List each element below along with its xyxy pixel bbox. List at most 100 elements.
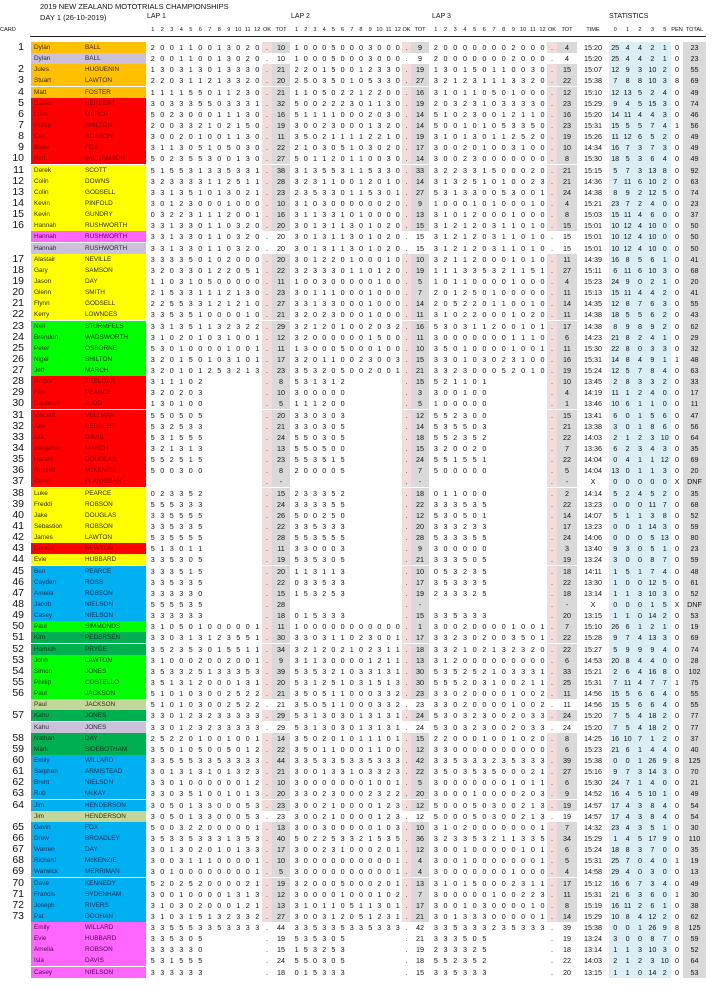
table-row[interactable]: 54 Simon JONES 3 5 3 3 2 5 1 3 3 3 5 3. 39 5 3 5 3 2 1 0 3 3 1 3 1.… [0, 665, 725, 677]
table-row[interactable]: 36 Russell McKENZIE 5 0 0 3 0 0. 8 2 0 0 0 0 5. 7 5 0 0 0 0 0.… [0, 465, 725, 477]
table-row[interactable]: 31 Vincent VELTMAN 5 5 0 5 0 5. 20 3 3 0 3 0 3. 12 5 5 2 3 0 0… [0, 409, 725, 421]
table-row[interactable]: Casey NIELSON 3 3 3 3 3 3. 18 0 1 5 3 3 3. 15 3 3 5 3 3 3. 20 1… [0, 966, 725, 978]
table-row[interactable]: 27 Jeff MARCH 3 2 0 1 0 1 2 5 3 2 1 3. 23 3 5 3 2 0 5 0 0 2 0 0 1. 2… [0, 365, 725, 377]
table-row[interactable]: Emily WILLARD 3 3 5 5 5 3 3 5 3 3 3 3. 44 3 3 5 3 3 5 3 3 5 3 3 3.… [0, 922, 725, 934]
table-row[interactable]: 56 Paul JACKSON 5 1 0 1 0 3 0 0 2 5 2 2. 21 3 5 0 5 1 1 0 0 0 3 3 2… [0, 688, 725, 700]
table-row[interactable]: 8 Carl ROBSON 3 0 0 2 0 1 0 0 1 1 3 0. 11 3 5 0 2 1 1 1 1 2 2 1 0. 1… [0, 131, 725, 143]
table-row[interactable]: 34 Benjamin MARCH 3 2 1 3 1 3. 13 5 5 0 5 0 0. 15 3 2 0 0 2 0.… [0, 443, 725, 455]
stat-count: 12 [621, 243, 633, 254]
table-row[interactable]: 6 Luke MARCH 5 0 2 3 0 0 0 1 1 1 3 0. 16 5 1 1 1 1 0 0 0 2 0 3 0. 14… [0, 108, 725, 120]
table-row[interactable]: 66 Drew BROADLEY 3 5 3 3 5 3 3 3 1 3 5 3. 40 5 0 2 2 5 3 3 2 1 5 3… [0, 832, 725, 844]
table-row[interactable]: 37 Oliver FLANNIGAN. -. -. - X 0 0 0 0 0 X DNF [0, 476, 725, 488]
table-row[interactable]: 2 Jules HUGUENIN 1 3 0 3 1 3 0 1 3 3 3 0. 21 2 2 0 1 5 0 0 1 2 3 3… [0, 64, 725, 76]
rider-first-name: Luke [31, 109, 84, 120]
table-row[interactable]: 60 Emily WILLARD 3 3 5 5 5 3 3 5 3 3 3 3. 44 3 3 5 3 3 5 3 3 5 3 3… [0, 754, 725, 766]
table-row[interactable]: 39 Freddi ROBSON 5 5 5 3 3 3. 24 3 3 3 3 5 5. 22 3 3 3 5 3 5. 2… [0, 498, 725, 510]
table-row[interactable]: 41 Sebastion ROBSON 3 3 5 3 3 5. 22 3 3 5 3 3 3. 20 3 3 3 2 3… [0, 521, 725, 533]
table-row[interactable]: 17 Alastair NEVILLE 3 3 3 3 5 0 1 0 2 0 0 0. 20 3 0 1 2 2 0 1 0… [0, 253, 725, 265]
table-row[interactable]: 45 Ben PEARCE 3 3 3 5 1 5. 20 1 1 3 1 1 3. 10 0 5 3 2 3 5. 18 14… [0, 565, 725, 577]
table-row[interactable]: 32 Abe HERBERT 5 3 2 5 3 3. 21 3 3 0 3 0 5. 14 5 3 5 5 0 3. 21 1… [0, 420, 725, 432]
table-row[interactable]: 52 Hamish PRYDE 3 5 2 3 5 3 0 1 5 5 1 1. 34 3 2 1 2 0 2 1 0 2 3 1 1… [0, 643, 725, 655]
table-row[interactable]: 49 Casey NIELSON 3 3 3 3 3 3. 18 0 1 5 3 3 3. 15 3 3 5 3 3 3. 2… [0, 610, 725, 622]
table-row[interactable]: 59 Mark SIDEBOTHAM 3 5 0 1 0 5 0 0 5 0 1 2. 22 3 5 0 1 1 0 0 0 1… [0, 743, 725, 755]
table-row[interactable]: Hannah RUSHWORTH 3 3 1 3 3 0 1 1 0 3 2 0. 20 3 0 1 3 1 1 3 0 1 0… [0, 242, 725, 254]
table-row[interactable]: Kahu JONES 3 3 0 1 2 3 2 3 3 3 3 3. 29 5 3 1 3 0 3 0 1 3 1 3 1. 24 5… [0, 721, 725, 733]
table-row[interactable]: 68 Richard McKENZIE 3 0 0 3 1 1 1 0 0 0 0 1. 10 3 0 0 0 0 0 0 0… [0, 855, 725, 867]
table-row[interactable]: Dylan BALL 2 0 0 1 1 0 0 1 3 0 2 0. 10 1 0 0 0 5 0 0 0 3 0 0 0. 9 2 0… [0, 53, 725, 65]
table-row[interactable]: Isla DAVIS 5 3 1 5 5 5. 24 5 5 0 3 0 5. 18 5 5 2 3 5 2. 22 14:0… [0, 955, 725, 967]
table-row[interactable]: 11 Derek SCOTT 5 1 5 5 3 1 3 3 5 3 3 1. 38 3 1 3 5 5 3 1 1 5 3 3 0.… [0, 164, 725, 176]
table-row[interactable]: Hannah RUSHWORTH 3 3 1 3 3 0 1 1 0 3 2 0. 20 3 0 1 3 1 1 3 0 1 0… [0, 231, 725, 243]
table-row[interactable]: 72 Joseph RIVERS 3 1 0 3 0 2 0 0 0 1 2 1. 13 3 1 0 1 1 0 5 1 1 3 0… [0, 899, 725, 911]
table-row[interactable]: 10 Bert WILLIAMSON 5 0 2 3 5 5 3 0 0 1 3 0. 27 5 0 1 1 2 0 1 1 0… [0, 153, 725, 165]
table-row[interactable]: 15 Kevin GUNDRY 0 3 2 2 3 1 1 1 2 0 0 1. 16 3 1 1 3 3 1 0 1 0 0 0 0… [0, 209, 725, 221]
table-row[interactable]: 70 Dave KENNEDY 5 2 0 2 5 2 0 0 0 0 2 1. 19 3 2 0 0 0 5 0 0 0 2 0 1… [0, 877, 725, 889]
table-row[interactable]: 46 Cayden ROSS 3 3 5 3 3 5. 22 0 3 3 5 3 3. 17 3 5 3 3 3 5. 22 1… [0, 576, 725, 588]
section-score: 2 [393, 688, 402, 699]
table-row[interactable]: 5 Daniel HERBERT 3 0 3 3 3 5 5 0 3 3 3 1. 32 5 0 0 2 2 2 3 0 1 1 3… [0, 97, 725, 109]
table-row[interactable]: 55 Phillip COSTELLO 3 5 1 3 1 2 0 0 0 1 3 1. 20 5 3 1 2 5 1 0 3… [0, 676, 725, 688]
table-row[interactable]: 7 Phillip SHILTON 2 0 0 3 3 2 1 0 2 1 5 0. 19 3 0 0 2 3 0 0 0 1 3… [0, 119, 725, 131]
stat-count: 1 [621, 588, 633, 599]
section-score: 1 [441, 220, 451, 231]
table-row[interactable]: 42 James LAWTON 5 3 5 5 5 5. 28 5 5 3 5 5 5. 28 5 3 3 3 5 5. 24… [0, 532, 725, 544]
table-row[interactable]: 69 Warwick MERRIMAN 3 0 1 0 0 0 0 0 0 0 0 1. 5 3 0 0 0 0 0 0 0 0… [0, 866, 725, 878]
table-row[interactable]: 53 John LAWTON 3 1 0 0 0 2 0 0 2 0 0 1. 9 3 1 1 3 0 0 0 0 1 2 1 1. 1… [0, 654, 725, 666]
table-row[interactable]: Amelia ROBSON 3 3 3 3 3 0. 15 1 5 3 2 5 3. 19 2 3 3 3 2 5. 18 1… [0, 944, 725, 956]
table-row[interactable]: Paul JACKSON 5 1 0 1 0 3 0 0 2 5 2 2. 21 3 5 0 5 1 1 0 0 0 3 3 2. 2… [0, 699, 725, 711]
table-row[interactable]: 63 Rob McKAY 3 3 0 3 5 1 0 0 1 0 1 3. 20 3 3 0 2 3 0 0 0 2 3 2 2. 20… [0, 788, 725, 800]
table-row[interactable]: 48 Jacob NIELSON 5 5 5 5 3 5. 28. -. - X 0 0 0 1 5 X DNF [0, 599, 725, 610]
table-row[interactable]: 13 Colin GODSELL 3 3 1 3 5 1 0 1 3 0 2 1. 23 2 3 5 3 3 0 1 1 5 3 0… [0, 186, 725, 198]
table-row[interactable]: 23 Neil STURMFELS 3 3 1 3 5 1 1 3 2 3 2 2. 29 3 2 1 2 0 1 0 0 2 0… [0, 320, 725, 332]
stat-count: 0 [659, 855, 671, 866]
table-row[interactable]: 3 Stuart LAWTON 2 2 0 3 1 1 2 1 3 3 2 0. 20 2 5 0 3 5 0 1 0 5 3 3 0… [0, 75, 725, 87]
table-row[interactable]: 47 Amelia ROBSON 3 3 3 3 3 0. 15 1 5 3 2 5 3. 19 2 3 3 3 2 5. 1… [0, 587, 725, 599]
table-row[interactable]: 71 Francis SYDENHAM 3 0 0 1 0 0 0 0 1 3 1 3. 12 3 0 0 0 0 1 0 0… [0, 888, 725, 900]
table-row[interactable]: 67 Warren DAY 3 0 1 3 0 2 0 1 0 1 3 3. 17 3 0 0 2 3 1 0 0 0 2 0 1. 1… [0, 844, 725, 856]
table-row[interactable]: 28 Rector TRELOAR 3 1 1 1 0 2. 8 5 3 1 3 1 2. 15 5 2 1 1 0 1. 1… [0, 376, 725, 388]
table-row[interactable]: Jim HENDERSON 3 0 5 0 1 3 3 0 0 0 5 3. 23 3 0 0 2 1 0 0 0 0 1 2 3.… [0, 810, 725, 822]
table-row[interactable]: 26 Nigel SHILTON 3 2 0 1 5 0 1 0 3 1 0 1. 17 3 2 0 1 1 0 0 2 3 0 0… [0, 353, 725, 365]
table-row[interactable]: 50 Paul SIMMONDS 3 1 0 5 0 1 0 0 0 0 0 1. 11 1 0 0 0 0 0 0 0 0 0 0… [0, 621, 725, 633]
section-score: 1 [460, 87, 470, 98]
table-row[interactable]: 73 Pat DOOHAN 3 1 0 3 1 5 1 3 2 3 3 2. 27 3 0 0 3 1 2 0 5 1 2 3 1. 2… [0, 910, 725, 922]
table-row[interactable]: 38 Luke PEARCE 0 2 3 3 5 2. 15 2 3 3 3 5 2. 18 0 1 1 0 0 0. 2 14… [0, 487, 725, 499]
table-row[interactable]: 9 Blake FOX 3 1 1 3 0 5 1 0 5 0 3 0. 22 2 1 0 3 0 5 1 0 3 0 2 0. 17 3… [0, 142, 725, 154]
section-score: 1 [310, 220, 319, 231]
rider-last-name: GODSELL [82, 298, 147, 309]
table-row[interactable]: 19 Jason DAY 1 1 0 3 1 0 5 0 0 0 0 0. 11 1 0 0 3 0 0 0 0 0 1 0 0. 5 1… [0, 275, 725, 287]
table-row[interactable]: 44 Evie HUBBARD 3 3 5 3 0 5. 19 5 3 5 3 0 5. 21 3 3 3 5 0 5. 19… [0, 554, 725, 566]
table-row[interactable]: 4 Matt FOSTER 1 1 1 1 5 5 0 1 1 2 3 0. 21 1 1 0 5 0 2 2 1 2 2 0 0. 1… [0, 86, 725, 98]
table-row[interactable]: 62 Brent NIELSON 3 3 0 1 0 0 0 0 0 0 1 2. 10 3 0 0 0 0 0 0 0 1 0 0… [0, 777, 725, 789]
table-row[interactable]: 22 Kerry LOWNDES 3 3 5 3 5 1 0 0 0 0 1 0. 21 3 2 0 2 3 0 0 0 1 0 0… [0, 309, 725, 321]
section-score: 1 [205, 287, 215, 298]
table-row[interactable]: 29 Finn PEARCE 3 2 0 2 0 3. 10 3 0 0 0 0 0. 3 3 0 0 1 0 0. 4 14:… [0, 387, 725, 399]
section-score: 0 [338, 822, 347, 833]
table-row[interactable]: 14 Kevin PINFOLD 3 0 1 2 3 0 0 0 1 0 0 0. 10 3 1 0 3 0 0 0 0 0 0 2… [0, 197, 725, 209]
section-score: 1 [167, 231, 177, 242]
table-row[interactable]: 20 Glenn SMITH 2 1 5 3 3 1 1 1 2 1 3 0. 23 3 0 1 1 1 0 0 0 1 0 0 0.… [0, 287, 725, 299]
table-row[interactable]: 21 Flynn GODSELL 2 2 5 5 3 3 1 2 1 2 1 0. 27 3 3 1 3 3 0 0 0 1 0 0… [0, 298, 725, 310]
table-row[interactable]: 33 Isla DAVIS 5 3 1 5 5 5. 24 5 5 0 3 0 5. 18 5 5 2 3 5 2. 22 14… [0, 431, 725, 443]
table-row[interactable]: 1 Dylan BALL 2 0 0 1 1 0 0 1 3 0 2 0. 10 1 0 0 0 5 0 0 0 3 0 0 0. 9 2… [0, 42, 725, 53]
table-row[interactable]: Evie HUBBARD 3 3 5 3 0 5. 19 5 3 5 3 0 5. 21 3 3 3 5 0 5. 19 13… [0, 933, 725, 945]
table-row[interactable]: 61 Stephen ARMISTEAD 3 0 1 3 1 3 1 0 1 3 2 3. 21 3 0 0 1 3 3 1… [0, 766, 725, 778]
table-row[interactable]: 18 Gary SAMSON 3 2 0 3 3 0 1 2 2 0 5 1. 22 3 2 3 3 3 0 1 1 0 1 2 0.… [0, 264, 725, 276]
table-row[interactable]: 24 Brendon WADSWORTH 3 1 0 2 0 1 0 3 1 0 0 1. 12 3 2 0 0 0 0 0… [0, 331, 725, 343]
table-row[interactable]: 30 Cameron JUDD 1 3 0 1 0 0. 5 1 1 1 2 0 0. 5 1 0 0 0 0 0. 1 13:… [0, 398, 725, 410]
table-row[interactable]: 51 Kim PEDERSEN 3 3 0 3 1 3 1 2 3 5 5 1. 30 3 3 0 3 1 1 0 2 3 0 0 1… [0, 632, 725, 644]
table-row[interactable]: 12 Colin DOWNS 3 2 3 3 3 3 1 1 2 5 1 1. 28 3 2 3 1 1 0 0 1 2 0 1 0.… [0, 175, 725, 187]
lap-total: 22 [272, 521, 290, 532]
table-row[interactable]: 65 Gavin FOX 5 0 0 3 2 2 0 0 0 0 0 1. 13 3 0 0 3 0 0 0 0 0 1 0 3. 10… [0, 821, 725, 833]
grand-total: 23 [683, 53, 706, 64]
table-row[interactable]: 43 Connor NEWTON 5 1 3 0 1 1. 11 3 3 0 0 0 3. 9 3 0 0 0 0 0. 3 1… [0, 543, 725, 555]
table-row[interactable]: 40 Jake DOUGLAS 3 3 5 5 5 5. 26 5 0 0 2 5 0. 12 5 3 0 5 0 1. 14… [0, 509, 725, 521]
table-row[interactable]: 35 Harlen DOUGLAS 5 5 2 5 1 5. 23 5 5 3 5 1 5. 24 5 5 1 5 5 1.… [0, 454, 725, 466]
table-row[interactable]: 16 Hannah RUSHWORTH 3 3 1 3 3 0 1 1 0 3 2 0. 20 3 0 1 3 1 1 3 0… [0, 220, 725, 232]
section-score: 0 [441, 866, 451, 877]
table-row[interactable]: 58 Nathan DAY 2 5 2 2 0 1 0 0 1 0 0 1. 14 3 5 0 2 0 1 0 1 1 1 0 1. 1… [0, 732, 725, 744]
table-row[interactable]: 57 Kahu JONES 3 3 0 1 2 3 2 3 3 3 3 3. 29 5 3 1 3 0 3 0 1 3 1 3 1. 2… [0, 710, 725, 722]
section-score: 2 [470, 588, 480, 599]
table-row[interactable]: 64 Jim HENDERSON 3 0 5 0 1 3 3 0 0 0 5 3. 23 3 0 0 2 1 0 0 0 0 1 2… [0, 799, 725, 811]
table-row[interactable]: 25 Peter OSBORNE 5 3 0 1 0 0 0 0 1 0 0 1. 11 1 3 0 0 0 5 0 0 0 1 0… [0, 342, 725, 354]
